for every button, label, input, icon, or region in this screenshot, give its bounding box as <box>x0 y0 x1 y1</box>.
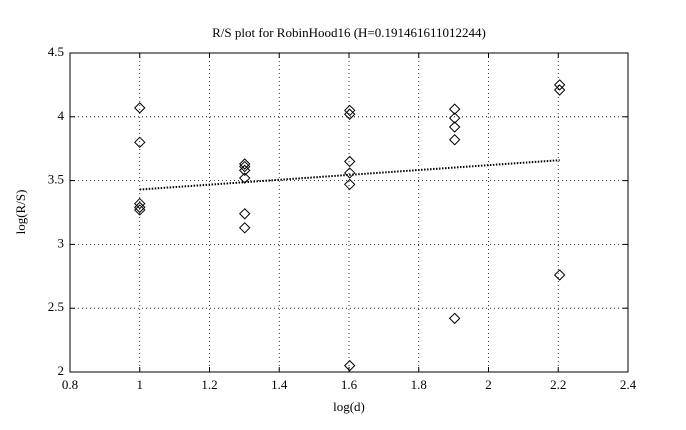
data-point <box>553 84 566 96</box>
y-tick-label: 4.5 <box>48 44 64 59</box>
data-point <box>239 158 251 170</box>
y-tick-label: 3.5 <box>48 172 64 187</box>
y-tick-label: 4 <box>58 108 65 123</box>
x-tick-label: 2.4 <box>620 377 637 392</box>
data-point <box>239 164 251 177</box>
data-point <box>343 108 356 120</box>
data-point <box>239 208 251 220</box>
x-tick-label: 1.8 <box>411 377 427 392</box>
data-point <box>343 104 356 117</box>
data-point <box>448 312 461 325</box>
chart-title: R/S plot for RobinHood16 (H=0.1914616110… <box>212 25 486 40</box>
x-tick-label: 2.2 <box>550 377 566 392</box>
data-point <box>134 201 146 214</box>
x-tick-label: 1.2 <box>201 377 217 392</box>
data-point <box>448 103 461 115</box>
data-point <box>134 102 146 114</box>
data-point <box>239 160 251 173</box>
data-point <box>343 167 356 179</box>
y-axis-label: log(R/S) <box>13 190 28 235</box>
x-axis-label: log(d) <box>333 399 365 414</box>
y-tick-label: 3 <box>58 235 65 250</box>
x-tick-label: 1.4 <box>271 377 288 392</box>
data-point <box>239 222 251 234</box>
y-tick-label: 2.5 <box>48 299 64 314</box>
data-point <box>343 178 356 191</box>
plot-frame <box>69 52 629 373</box>
x-tick-label: 2 <box>485 377 492 392</box>
y-tick-label: 2 <box>58 363 65 378</box>
x-tick-label: 1 <box>137 377 144 392</box>
x-tick-label: 1.6 <box>341 377 358 392</box>
data-point <box>553 79 566 91</box>
data-point <box>134 204 146 216</box>
data-point <box>448 112 461 124</box>
data-point <box>448 134 461 146</box>
data-point <box>134 197 146 210</box>
x-tick-label: 0.8 <box>62 377 78 392</box>
data-point <box>343 155 356 168</box>
data-point <box>343 359 356 372</box>
fit-line <box>139 159 560 191</box>
data-point <box>553 269 566 281</box>
data-point <box>448 121 461 133</box>
data-point <box>134 136 146 149</box>
